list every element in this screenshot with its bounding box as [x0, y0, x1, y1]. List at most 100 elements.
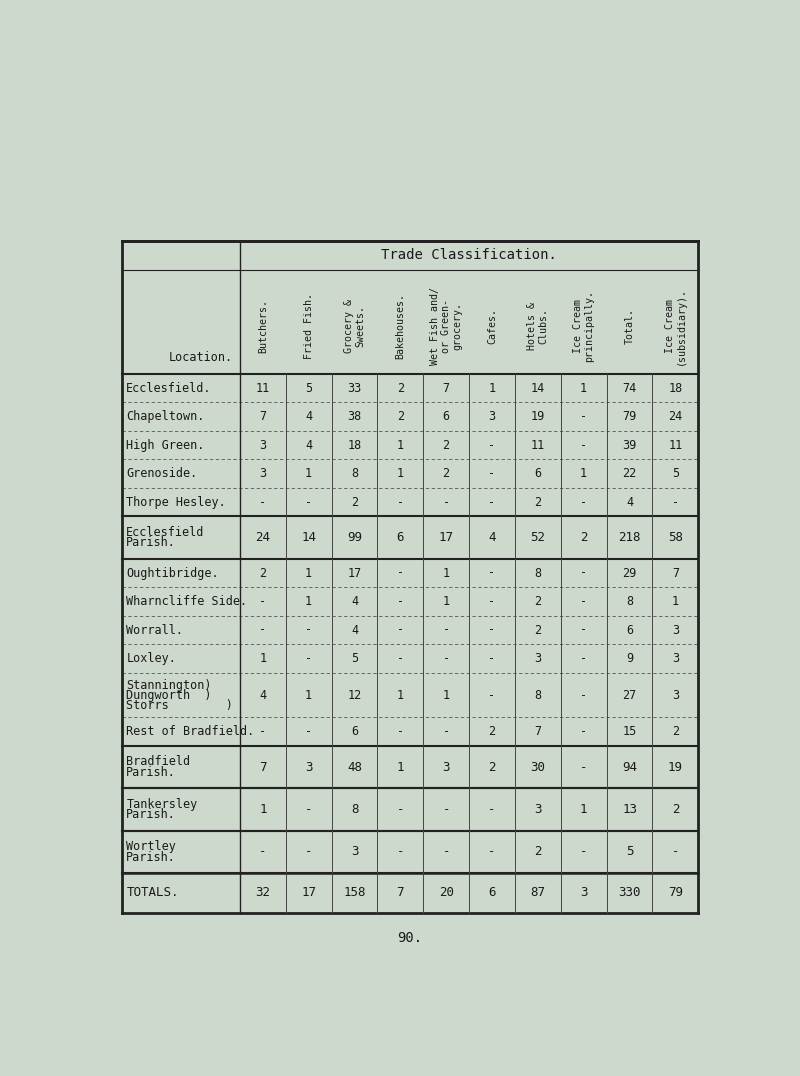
Text: Grenoside.: Grenoside.: [126, 467, 198, 480]
Text: -: -: [489, 567, 495, 580]
Text: 1: 1: [305, 567, 312, 580]
Text: -: -: [580, 725, 587, 738]
Text: 3: 3: [442, 761, 450, 774]
Text: -: -: [259, 496, 266, 509]
Text: Wortley: Wortley: [126, 840, 176, 853]
Text: Cafes.: Cafes.: [487, 308, 497, 344]
Text: 6: 6: [534, 467, 542, 480]
Text: -: -: [397, 623, 404, 637]
Text: Oughtibridge.: Oughtibridge.: [126, 567, 219, 580]
Text: 3: 3: [305, 761, 313, 774]
Text: 1: 1: [397, 761, 404, 774]
Text: Rest of Bradfield.: Rest of Bradfield.: [126, 725, 254, 738]
Text: 94: 94: [622, 761, 637, 774]
Text: 2: 2: [259, 567, 266, 580]
Text: 8: 8: [534, 689, 542, 702]
Text: Ecclesfield.: Ecclesfield.: [126, 382, 212, 395]
Text: 1: 1: [397, 467, 404, 480]
Text: -: -: [397, 803, 404, 816]
Text: -: -: [442, 623, 450, 637]
Text: 6: 6: [626, 623, 633, 637]
Text: -: -: [580, 689, 587, 702]
Text: 4: 4: [259, 689, 266, 702]
Text: 1: 1: [580, 467, 587, 480]
Text: 5: 5: [626, 846, 634, 859]
Text: 5: 5: [305, 382, 312, 395]
Text: 7: 7: [259, 761, 266, 774]
Text: 7: 7: [672, 567, 679, 580]
Text: -: -: [397, 652, 404, 665]
Text: 99: 99: [347, 532, 362, 544]
Text: 4: 4: [626, 496, 633, 509]
Text: 79: 79: [668, 887, 683, 900]
Text: 2: 2: [672, 803, 679, 816]
Text: -: -: [580, 846, 587, 859]
Text: Parish.: Parish.: [126, 766, 176, 779]
Text: 90.: 90.: [398, 931, 422, 945]
Text: 12: 12: [347, 689, 362, 702]
Text: 2: 2: [534, 496, 542, 509]
Text: 3: 3: [259, 467, 266, 480]
Text: -: -: [489, 652, 495, 665]
Text: 3: 3: [672, 689, 679, 702]
Text: 4: 4: [351, 623, 358, 637]
Text: -: -: [259, 846, 266, 859]
Text: High Green.: High Green.: [126, 439, 205, 452]
Text: 5: 5: [351, 652, 358, 665]
Text: -: -: [259, 623, 266, 637]
Text: Bakehouses.: Bakehouses.: [395, 293, 406, 359]
Text: -: -: [442, 652, 450, 665]
Text: -: -: [397, 846, 404, 859]
Text: Butchers.: Butchers.: [258, 299, 268, 353]
Text: 2: 2: [534, 846, 542, 859]
Text: Parish.: Parish.: [126, 851, 176, 864]
Text: 13: 13: [622, 803, 637, 816]
Text: Parish.: Parish.: [126, 808, 176, 821]
Text: 3: 3: [489, 410, 495, 423]
Text: -: -: [305, 623, 312, 637]
Text: -: -: [580, 623, 587, 637]
Text: 7: 7: [534, 725, 542, 738]
Text: 33: 33: [347, 382, 362, 395]
Text: 52: 52: [530, 532, 546, 544]
Text: -: -: [489, 496, 495, 509]
Text: Thorpe Hesley.: Thorpe Hesley.: [126, 496, 226, 509]
Text: -: -: [489, 595, 495, 608]
Text: 158: 158: [343, 887, 366, 900]
Text: -: -: [442, 846, 450, 859]
Text: 2: 2: [580, 532, 587, 544]
Text: 24: 24: [668, 410, 682, 423]
Text: Worrall.: Worrall.: [126, 623, 183, 637]
Text: 1: 1: [259, 803, 266, 816]
Text: 1: 1: [305, 595, 312, 608]
Text: 7: 7: [397, 887, 404, 900]
Text: 6: 6: [351, 725, 358, 738]
Text: Parish.: Parish.: [126, 537, 176, 550]
Text: 18: 18: [347, 439, 362, 452]
Text: -: -: [489, 623, 495, 637]
Text: 6: 6: [488, 887, 496, 900]
Text: -: -: [580, 410, 587, 423]
Text: Total.: Total.: [625, 308, 634, 344]
Text: 15: 15: [622, 725, 637, 738]
Text: -: -: [397, 595, 404, 608]
Text: -: -: [580, 595, 587, 608]
Text: 4: 4: [488, 532, 496, 544]
Text: 8: 8: [350, 803, 358, 816]
Text: -: -: [489, 439, 495, 452]
Text: Tankersley: Tankersley: [126, 797, 198, 810]
Text: 1: 1: [442, 567, 450, 580]
Text: 1: 1: [442, 595, 450, 608]
Text: -: -: [397, 725, 404, 738]
Text: Ice Cream
principally.: Ice Cream principally.: [573, 289, 594, 362]
Text: Hotels &
Clubs.: Hotels & Clubs.: [527, 302, 549, 350]
Text: Wet Fish and/
or Green-
grocery.: Wet Fish and/ or Green- grocery.: [430, 287, 462, 365]
Text: 2: 2: [397, 382, 404, 395]
Text: 1: 1: [305, 467, 312, 480]
Text: 32: 32: [255, 887, 270, 900]
Text: Loxley.: Loxley.: [126, 652, 176, 665]
Text: 3: 3: [580, 887, 587, 900]
Text: 58: 58: [668, 532, 683, 544]
Text: 7: 7: [259, 410, 266, 423]
Text: 17: 17: [347, 567, 362, 580]
